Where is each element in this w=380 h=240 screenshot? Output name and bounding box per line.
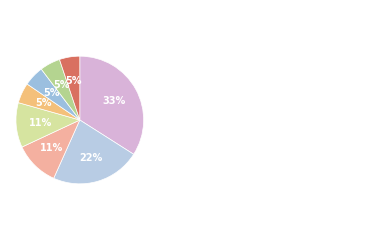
Wedge shape <box>22 120 80 178</box>
Wedge shape <box>18 84 80 120</box>
Legend: Smithsonian Institution,
National Museum of Natural
History... [6], Mined from G: Smithsonian Institution, National Museum… <box>153 30 314 210</box>
Wedge shape <box>60 56 80 120</box>
Wedge shape <box>80 56 144 154</box>
Text: 5%: 5% <box>53 80 70 90</box>
Text: 11%: 11% <box>40 143 64 153</box>
Wedge shape <box>16 103 80 147</box>
Text: 5%: 5% <box>43 88 59 98</box>
Text: 33%: 33% <box>103 96 126 106</box>
Wedge shape <box>27 69 80 120</box>
Text: 5%: 5% <box>65 76 82 86</box>
Text: 22%: 22% <box>79 153 103 163</box>
Text: 5%: 5% <box>36 98 52 108</box>
Wedge shape <box>54 120 134 184</box>
Wedge shape <box>41 60 80 120</box>
Text: 11%: 11% <box>29 118 52 128</box>
